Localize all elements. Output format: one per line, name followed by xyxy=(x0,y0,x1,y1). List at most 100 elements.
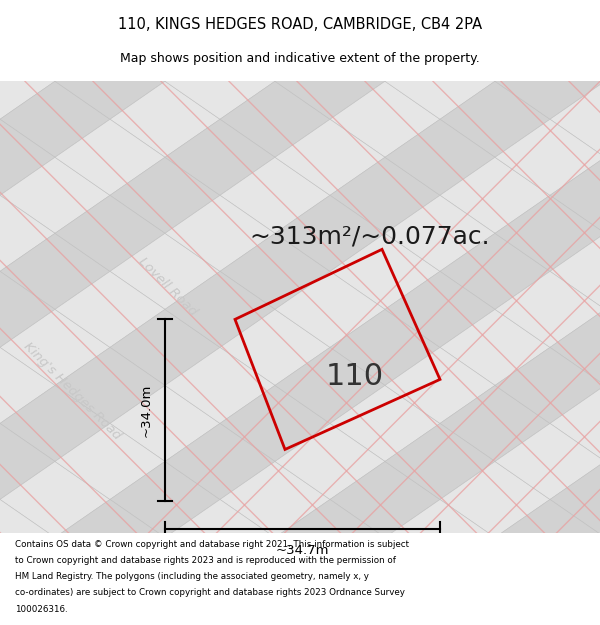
Polygon shape xyxy=(550,614,600,625)
Polygon shape xyxy=(165,119,275,196)
Text: ~34.7m: ~34.7m xyxy=(276,544,329,556)
Polygon shape xyxy=(110,233,220,309)
Polygon shape xyxy=(220,81,330,158)
Polygon shape xyxy=(55,119,165,196)
Polygon shape xyxy=(330,461,440,538)
Polygon shape xyxy=(495,119,600,196)
Polygon shape xyxy=(110,614,220,625)
Polygon shape xyxy=(440,158,550,233)
Polygon shape xyxy=(220,5,330,81)
Polygon shape xyxy=(55,196,165,271)
Polygon shape xyxy=(165,424,275,499)
Polygon shape xyxy=(0,461,110,538)
Polygon shape xyxy=(440,386,550,461)
Text: co-ordinates) are subject to Crown copyright and database rights 2023 Ordnance S: co-ordinates) are subject to Crown copyr… xyxy=(15,589,405,598)
Polygon shape xyxy=(495,576,600,625)
Polygon shape xyxy=(550,233,600,309)
Polygon shape xyxy=(0,196,55,271)
Polygon shape xyxy=(220,158,330,233)
Polygon shape xyxy=(275,576,385,625)
Polygon shape xyxy=(440,461,550,538)
Text: ~313m²/~0.077ac.: ~313m²/~0.077ac. xyxy=(250,224,490,248)
Polygon shape xyxy=(550,386,600,461)
Polygon shape xyxy=(0,271,55,348)
Polygon shape xyxy=(165,43,275,119)
Polygon shape xyxy=(330,158,440,233)
Polygon shape xyxy=(0,309,110,386)
Polygon shape xyxy=(55,0,165,43)
Polygon shape xyxy=(385,499,495,576)
Text: 100026316.: 100026316. xyxy=(15,604,68,614)
Polygon shape xyxy=(220,538,330,614)
Polygon shape xyxy=(275,119,385,196)
Text: 110: 110 xyxy=(326,362,384,391)
Text: King's Hedges Road: King's Hedges Road xyxy=(21,340,123,442)
Polygon shape xyxy=(110,386,220,461)
Polygon shape xyxy=(550,538,600,614)
Polygon shape xyxy=(165,499,275,576)
Polygon shape xyxy=(0,424,55,499)
Polygon shape xyxy=(550,81,600,158)
Polygon shape xyxy=(385,43,495,119)
Polygon shape xyxy=(275,271,385,348)
Polygon shape xyxy=(0,576,55,625)
Polygon shape xyxy=(165,196,275,271)
Polygon shape xyxy=(440,233,550,309)
Polygon shape xyxy=(440,309,550,386)
Polygon shape xyxy=(165,0,275,43)
Polygon shape xyxy=(440,81,550,158)
Polygon shape xyxy=(330,5,440,81)
Polygon shape xyxy=(0,158,110,233)
Polygon shape xyxy=(55,576,165,625)
Polygon shape xyxy=(495,424,600,499)
Text: HM Land Registry. The polygons (including the associated geometry, namely x, y: HM Land Registry. The polygons (includin… xyxy=(15,572,369,581)
Polygon shape xyxy=(385,424,495,499)
Polygon shape xyxy=(330,309,440,386)
Polygon shape xyxy=(220,309,330,386)
Polygon shape xyxy=(165,348,275,424)
Polygon shape xyxy=(165,576,275,625)
Polygon shape xyxy=(220,386,330,461)
Polygon shape xyxy=(385,576,495,625)
Polygon shape xyxy=(55,348,165,424)
Polygon shape xyxy=(0,614,110,625)
Polygon shape xyxy=(0,5,110,81)
Polygon shape xyxy=(550,5,600,81)
Polygon shape xyxy=(495,499,600,576)
Polygon shape xyxy=(440,538,550,614)
Polygon shape xyxy=(550,461,600,538)
Polygon shape xyxy=(165,271,275,348)
Text: Lovell Road: Lovell Road xyxy=(136,254,200,318)
Polygon shape xyxy=(495,271,600,348)
Polygon shape xyxy=(0,499,55,576)
Polygon shape xyxy=(385,348,495,424)
Polygon shape xyxy=(385,119,495,196)
Polygon shape xyxy=(495,348,600,424)
Text: 110, KINGS HEDGES ROAD, CAMBRIDGE, CB4 2PA: 110, KINGS HEDGES ROAD, CAMBRIDGE, CB4 2… xyxy=(118,17,482,32)
Polygon shape xyxy=(385,196,495,271)
Polygon shape xyxy=(0,81,110,158)
Polygon shape xyxy=(495,0,600,43)
Polygon shape xyxy=(110,81,220,158)
Polygon shape xyxy=(110,461,220,538)
Polygon shape xyxy=(0,119,55,196)
Polygon shape xyxy=(495,43,600,119)
Polygon shape xyxy=(495,196,600,271)
Polygon shape xyxy=(55,499,165,576)
Polygon shape xyxy=(55,271,165,348)
Polygon shape xyxy=(330,614,440,625)
Polygon shape xyxy=(330,538,440,614)
Polygon shape xyxy=(110,158,220,233)
Polygon shape xyxy=(110,538,220,614)
Polygon shape xyxy=(275,348,385,424)
Polygon shape xyxy=(0,348,55,424)
Polygon shape xyxy=(110,5,220,81)
Polygon shape xyxy=(220,461,330,538)
Polygon shape xyxy=(0,0,55,43)
Polygon shape xyxy=(275,424,385,499)
Polygon shape xyxy=(550,309,600,386)
Polygon shape xyxy=(55,424,165,499)
Polygon shape xyxy=(275,0,385,43)
Polygon shape xyxy=(330,233,440,309)
Polygon shape xyxy=(385,0,495,43)
